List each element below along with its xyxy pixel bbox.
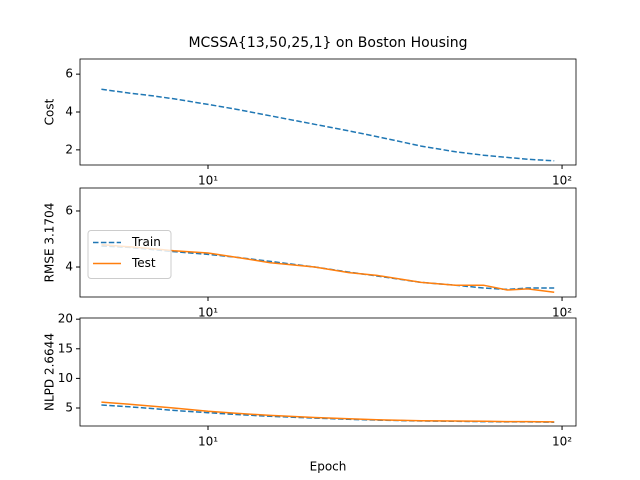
x-tick-label: 10² xyxy=(552,435,572,449)
x-tick-label: 10² xyxy=(552,306,572,320)
y-tick-label: 20 xyxy=(58,312,73,326)
y-tick-label: 5 xyxy=(65,401,73,415)
y-tick-label: 15 xyxy=(58,341,73,355)
axes-frame xyxy=(79,187,577,298)
axes-frame xyxy=(79,317,577,427)
series-line xyxy=(101,88,555,162)
x-axis-label: Epoch xyxy=(310,460,347,474)
y-tick-label: 4 xyxy=(65,105,73,119)
chart-title: MCSSA{13,50,25,1} on Boston Housing xyxy=(188,35,467,51)
y-axis-label: NLPD 2.6644 xyxy=(43,333,57,411)
legend-label: Train xyxy=(131,235,161,249)
x-tick-label: 10¹ xyxy=(198,306,218,320)
y-tick-label: 6 xyxy=(65,203,73,217)
x-tick-label: 10² xyxy=(552,174,572,188)
legend-box xyxy=(87,230,172,279)
y-tick-label: 4 xyxy=(65,260,73,274)
y-axis-label: Cost xyxy=(43,98,57,125)
series-line xyxy=(101,401,555,423)
axes-frame xyxy=(79,58,577,166)
y-tick-label: 10 xyxy=(58,371,73,385)
y-axis-label: RMSE 3.1704 xyxy=(43,203,57,283)
y-tick-label: 2 xyxy=(65,142,73,156)
legend-label: Test xyxy=(131,256,156,270)
x-tick-label: 10¹ xyxy=(198,435,218,449)
y-tick-label: 6 xyxy=(65,67,73,81)
x-tick-label: 10¹ xyxy=(198,174,218,188)
